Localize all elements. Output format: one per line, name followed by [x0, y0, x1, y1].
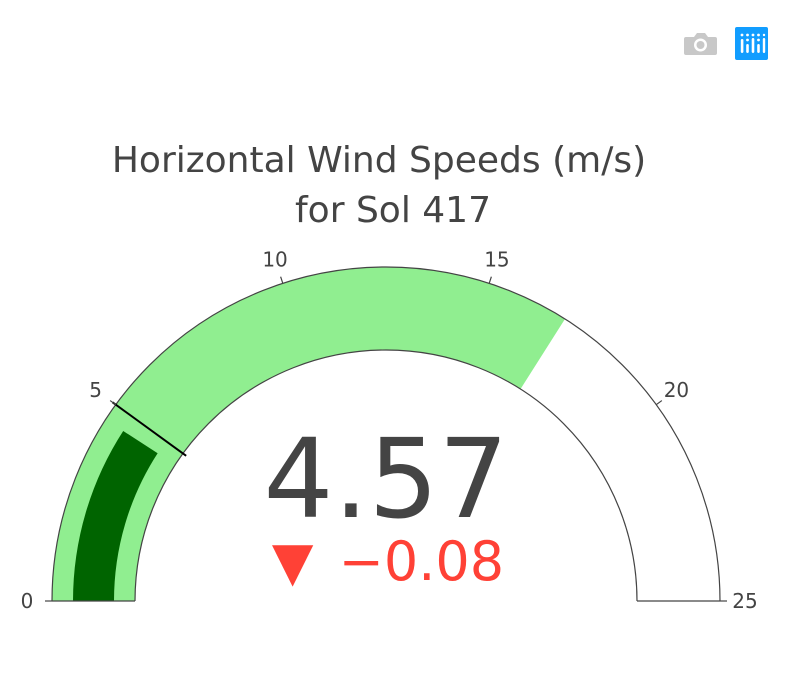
- camera-icon[interactable]: [684, 27, 717, 60]
- gauge-step-range: [52, 267, 565, 601]
- gauge-threshold-line: [111, 401, 187, 457]
- plotly-logo-icon[interactable]: [735, 27, 768, 60]
- plotly-logo-marks: [740, 33, 766, 53]
- modebar: [684, 27, 768, 60]
- gauge-ticks: 0 5 10 15 20 25: [21, 248, 758, 613]
- tick-mark: [655, 400, 663, 406]
- tick-label: 0: [21, 589, 34, 613]
- gauge-outer-outline: [51, 266, 721, 602]
- tick-mark: [109, 400, 117, 406]
- delta-value: −0.08: [339, 530, 504, 593]
- chart-title-line-1: Horizontal Wind Speeds (m/s): [112, 140, 646, 181]
- tick-label: 5: [89, 378, 102, 402]
- tick-mark: [280, 276, 284, 284]
- gauge-value: 4.57: [264, 415, 509, 543]
- delta-down-icon: ▼: [272, 530, 314, 593]
- gauge-inner-outline: [134, 349, 638, 602]
- gauge-value-bar: [73, 430, 158, 601]
- tick-label: 15: [484, 248, 509, 272]
- tick-label: 10: [262, 248, 287, 272]
- chart-title-line-2: for Sol 417: [295, 190, 491, 231]
- tick-label: 25: [732, 589, 757, 613]
- tick-label: 20: [664, 378, 689, 402]
- tick-mark: [488, 276, 492, 284]
- camera-lens: [696, 40, 705, 49]
- gauge-delta: ▼ −0.08: [272, 530, 504, 593]
